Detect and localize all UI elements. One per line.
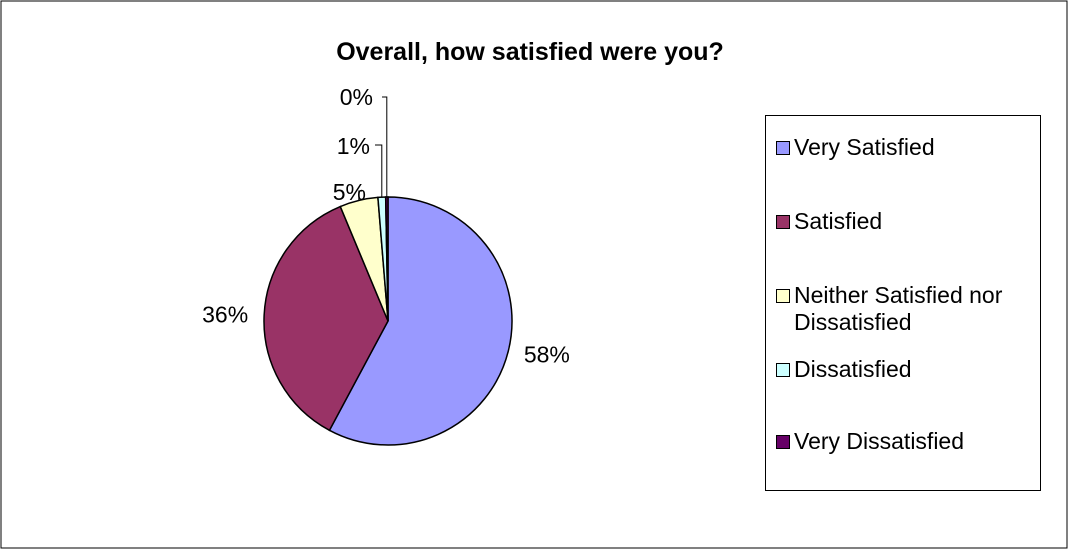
legend-item-neither: Neither Satisfied nor Dissatisfied: [776, 282, 1042, 336]
legend-label-very-satisfied: Very Satisfied: [794, 134, 935, 160]
legend-item-satisfied: Satisfied: [776, 208, 1042, 235]
legend-swatch-neither: [776, 289, 790, 303]
legend-label-very-dissatisfied: Very Dissatisfied: [794, 428, 965, 454]
legend-swatch-satisfied: [776, 215, 790, 229]
chart-title: Overall, how satisfied were you?: [336, 38, 724, 66]
legend-swatch-dissatisfied: [776, 363, 790, 377]
data-label-neither: 5%: [333, 179, 366, 205]
leader-lines: [358, 96, 388, 201]
data-label-very-satisfied: 58%: [524, 342, 570, 368]
pie-slice-very-dissatisfied: [384, 196, 389, 322]
data-label-very-dissatisfied: 0%: [340, 84, 373, 110]
pie-slices: [263, 196, 513, 446]
legend-swatch-very-dissatisfied: [776, 435, 790, 449]
data-labels: 58% 36% 5% 1% 0%: [202, 84, 570, 368]
legend-label-neither: Neither Satisfied nor Dissatisfied: [794, 282, 1003, 335]
legend: Very Satisfied Satisfied Neither Satisfi…: [765, 115, 1041, 491]
pie-slice-very-satisfied: [328, 196, 513, 446]
leader-line-dissatisfied: [375, 144, 383, 198]
legend-swatch-very-satisfied: [776, 141, 790, 155]
legend-item-dissatisfied: Dissatisfied: [776, 356, 1042, 383]
pie-slice-satisfied: [263, 205, 389, 432]
legend-label-satisfied: Satisfied: [794, 208, 883, 234]
legend-item-very-satisfied: Very Satisfied: [776, 134, 1042, 161]
data-label-satisfied: 36%: [202, 301, 248, 327]
data-label-dissatisfied: 1%: [337, 133, 370, 159]
legend-item-very-dissatisfied: Very Dissatisfied: [776, 428, 1042, 455]
leader-line-very-dissatisfied: [382, 96, 388, 197]
legend-label-dissatisfied: Dissatisfied: [794, 356, 912, 382]
leader-line-neither: [358, 190, 362, 201]
